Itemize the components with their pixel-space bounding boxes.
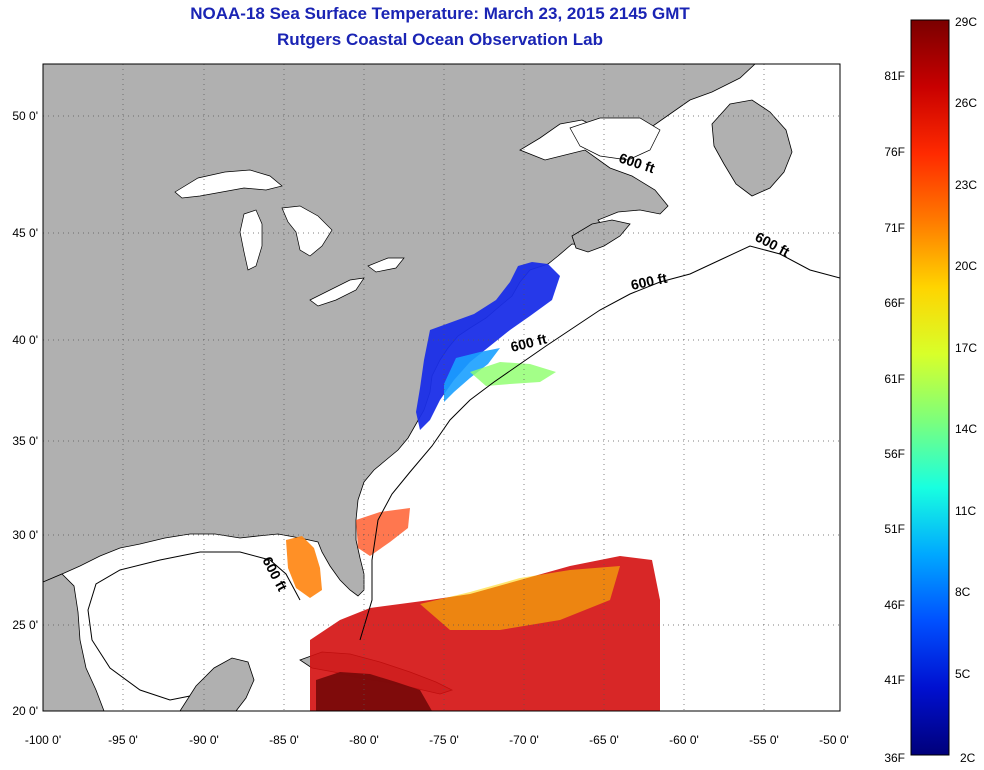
cb-fahrenheit-76: 76F <box>884 145 905 159</box>
cb-celsius-14: 14C <box>955 422 977 436</box>
lon-label-75: -75 0' <box>429 733 459 747</box>
map-content <box>43 64 840 711</box>
lat-label-30: 30 0' <box>12 528 38 542</box>
sst-warmest <box>316 672 432 711</box>
lon-label-70: -70 0' <box>509 733 539 747</box>
isobath-600ft-atlantic <box>359 245 840 641</box>
sst-cool-shelf <box>444 348 500 402</box>
cb-fahrenheit-41: 41F <box>884 673 905 687</box>
lon-label-60: -60 0' <box>669 733 699 747</box>
cb-fahrenheit-56: 56F <box>884 447 905 461</box>
cb-fahrenheit-81: 81F <box>884 69 905 83</box>
lon-label-80: -80 0' <box>349 733 379 747</box>
gulf-st-lawrence <box>569 117 661 161</box>
isobath-600ft-gulf <box>87 551 301 701</box>
lat-label-50: 50 0' <box>12 109 38 123</box>
sst-warm-florida <box>286 536 322 598</box>
cb-celsius-5: 5C <box>955 667 971 681</box>
lat-label-20: 20 0' <box>12 704 38 718</box>
cb-fahrenheit-36: 36F <box>884 751 905 765</box>
lat-label-25: 25 0' <box>12 618 38 632</box>
cb-celsius-26: 26C <box>955 96 977 110</box>
sst-tropical-mix <box>420 566 620 630</box>
map-border <box>42 63 841 712</box>
lon-label-65: -65 0' <box>589 733 619 747</box>
lake-huron <box>281 205 333 257</box>
sst-mid-band <box>470 362 556 386</box>
land-newfoundland <box>711 99 793 197</box>
land-mexico <box>43 573 105 711</box>
isobath-label-3: 600 ft <box>629 270 668 293</box>
colorbar-fahrenheit-labels: 81F 76F 71F 66F 61F 56F 51F 46F 41F 36F <box>884 69 905 765</box>
land-yucatan <box>179 657 255 711</box>
longitude-labels: -100 0' -95 0' -90 0' -85 0' -80 0' -75 … <box>25 733 849 747</box>
lake-ontario <box>367 257 405 273</box>
land-nova-scotia <box>571 219 631 253</box>
lon-label-90: -90 0' <box>189 733 219 747</box>
cb-celsius-2: 2C <box>960 751 976 765</box>
cb-fahrenheit-46: 46F <box>884 598 905 612</box>
lon-label-50: -50 0' <box>819 733 849 747</box>
colorbar-celsius-labels: 29C 26C 23C 20C 17C 14C 11C 8C 5C 2C <box>955 15 977 765</box>
lat-label-35: 35 0' <box>12 434 38 448</box>
map-title: NOAA-18 Sea Surface Temperature: March 2… <box>190 4 690 23</box>
lat-label-45: 45 0' <box>12 226 38 240</box>
map-subtitle: Rutgers Coastal Ocean Observation Lab <box>277 30 603 49</box>
cb-fahrenheit-71: 71F <box>884 221 905 235</box>
lon-label-85: -85 0' <box>269 733 299 747</box>
cb-celsius-17: 17C <box>955 341 977 355</box>
lon-label-100: -100 0' <box>25 733 61 747</box>
cb-celsius-11: 11C <box>955 504 976 518</box>
lake-michigan <box>239 209 263 271</box>
latitude-labels: 50 0' 45 0' 40 0' 35 0' 30 0' 25 0' 20 0… <box>12 109 38 718</box>
sst-warm-gulf-stream <box>356 508 410 556</box>
cb-celsius-20: 20C <box>955 259 977 273</box>
cb-fahrenheit-66: 66F <box>884 296 905 310</box>
cb-celsius-23: 23C <box>955 178 977 192</box>
colorbar <box>910 19 950 756</box>
lake-erie <box>309 277 365 307</box>
cb-fahrenheit-61: 61F <box>884 372 905 386</box>
cb-celsius-8: 8C <box>955 585 971 599</box>
lon-label-55: -55 0' <box>749 733 779 747</box>
cb-fahrenheit-51: 51F <box>884 522 905 536</box>
lake-superior <box>174 169 283 199</box>
lat-label-40: 40 0' <box>12 333 38 347</box>
cb-celsius-29: 29C <box>955 15 977 29</box>
lon-label-95: -95 0' <box>108 733 138 747</box>
